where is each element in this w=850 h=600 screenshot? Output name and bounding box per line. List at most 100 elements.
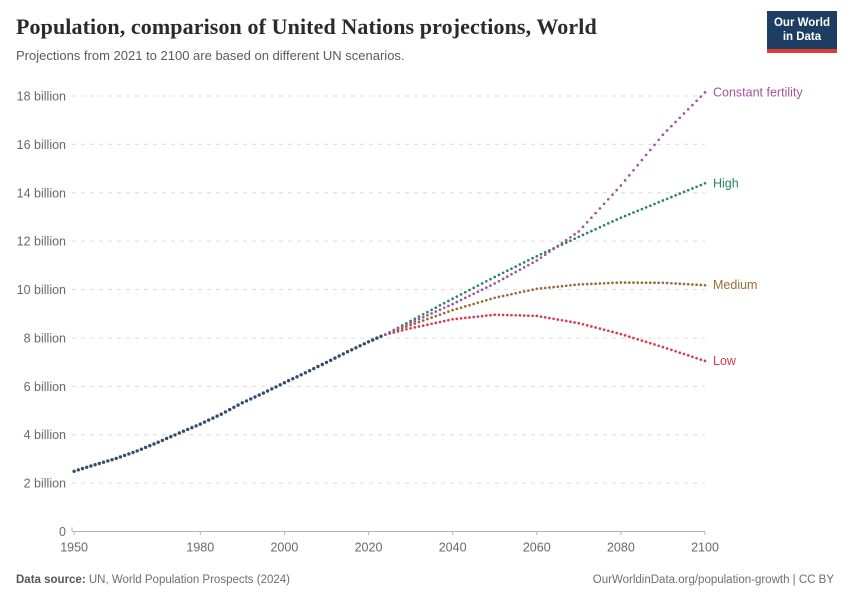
data-point — [476, 290, 480, 294]
data-point — [286, 379, 291, 383]
data-point — [514, 270, 518, 274]
data-point — [632, 336, 635, 340]
data-point — [476, 301, 480, 305]
data-point — [135, 449, 139, 453]
data-point — [489, 313, 492, 317]
data-point — [240, 401, 244, 405]
data-point — [497, 313, 501, 317]
data-point — [442, 319, 446, 323]
data-point — [594, 211, 597, 215]
data-point — [686, 107, 690, 111]
data-point — [682, 282, 686, 286]
data-point — [606, 222, 610, 225]
y-axis-tick-label: 2 billion — [24, 477, 66, 491]
page-title: Population, comparison of United Nations… — [16, 14, 597, 39]
data-point — [556, 285, 560, 289]
data-point — [447, 318, 450, 322]
data-point — [691, 283, 694, 286]
data-point — [468, 303, 471, 307]
data-point — [611, 220, 614, 223]
data-point — [417, 317, 421, 321]
data-point — [615, 218, 619, 221]
data-point — [110, 458, 114, 462]
data-point — [421, 324, 425, 327]
y-axis-tick-label: 4 billion — [24, 428, 66, 442]
y-axis-tick-label: 0 — [59, 525, 66, 539]
data-point — [501, 294, 505, 298]
data-point — [484, 279, 488, 283]
data-point — [678, 282, 682, 286]
data-point — [552, 285, 555, 289]
series-label-constant-fertility[interactable]: Constant fertility — [713, 85, 803, 99]
data-point — [122, 453, 127, 458]
data-point — [468, 316, 471, 319]
data-point — [430, 322, 433, 326]
data-point — [548, 250, 551, 254]
series-historical[interactable] — [72, 334, 383, 473]
data-point — [594, 227, 597, 231]
data-point — [181, 429, 186, 433]
data-point — [526, 258, 530, 262]
data-point — [505, 313, 509, 317]
data-point — [329, 358, 333, 362]
data-point — [274, 385, 278, 389]
data-point — [598, 207, 602, 210]
data-point — [505, 293, 509, 297]
data-point — [678, 116, 682, 120]
data-point — [636, 337, 640, 341]
data-point — [489, 284, 492, 287]
data-point — [590, 229, 593, 233]
data-point — [556, 318, 560, 321]
data-point — [686, 354, 690, 357]
data-point — [695, 185, 698, 189]
data-point — [585, 324, 589, 327]
series-label-medium[interactable]: Medium — [713, 278, 757, 292]
series-low[interactable] — [383, 313, 707, 363]
data-point — [463, 296, 467, 300]
data-point — [526, 289, 530, 292]
data-point — [278, 383, 282, 387]
data-point — [665, 197, 669, 201]
data-point — [169, 435, 173, 439]
data-point — [459, 306, 463, 310]
data-point — [434, 321, 438, 325]
data-point — [564, 238, 568, 242]
data-point — [552, 317, 555, 321]
data-point — [531, 256, 534, 260]
data-point — [442, 311, 446, 315]
y-axis-tick-label: 14 billion — [17, 186, 66, 200]
data-point — [421, 315, 425, 319]
data-point — [303, 371, 308, 375]
data-point — [413, 322, 417, 325]
data-point — [215, 414, 219, 418]
data-point — [699, 358, 703, 361]
data-point — [379, 334, 383, 338]
series-label-high[interactable]: High — [713, 176, 739, 190]
data-point — [413, 326, 417, 329]
data-point — [434, 306, 438, 310]
data-point — [606, 281, 610, 285]
owid-logo[interactable]: Our World in Data — [766, 11, 837, 53]
data-point — [522, 261, 526, 264]
data-point — [405, 323, 408, 327]
data-point — [661, 345, 665, 349]
data-point — [253, 395, 257, 399]
data-point — [619, 332, 623, 336]
data-point — [670, 348, 673, 352]
data-point — [648, 281, 652, 285]
data-point — [447, 299, 450, 303]
data-point — [640, 281, 644, 285]
series-constant-fertility[interactable] — [383, 91, 707, 336]
data-point — [472, 286, 476, 290]
data-point — [455, 317, 459, 321]
data-point — [535, 314, 539, 318]
data-point — [569, 283, 572, 287]
canonical-url[interactable]: OurWorldinData.org/population-growth | C… — [592, 574, 834, 586]
data-point — [501, 313, 505, 317]
data-point — [648, 341, 652, 345]
data-point — [627, 281, 631, 284]
data-point — [644, 340, 648, 344]
series-label-low[interactable]: Low — [713, 354, 737, 368]
data-point — [307, 369, 312, 373]
